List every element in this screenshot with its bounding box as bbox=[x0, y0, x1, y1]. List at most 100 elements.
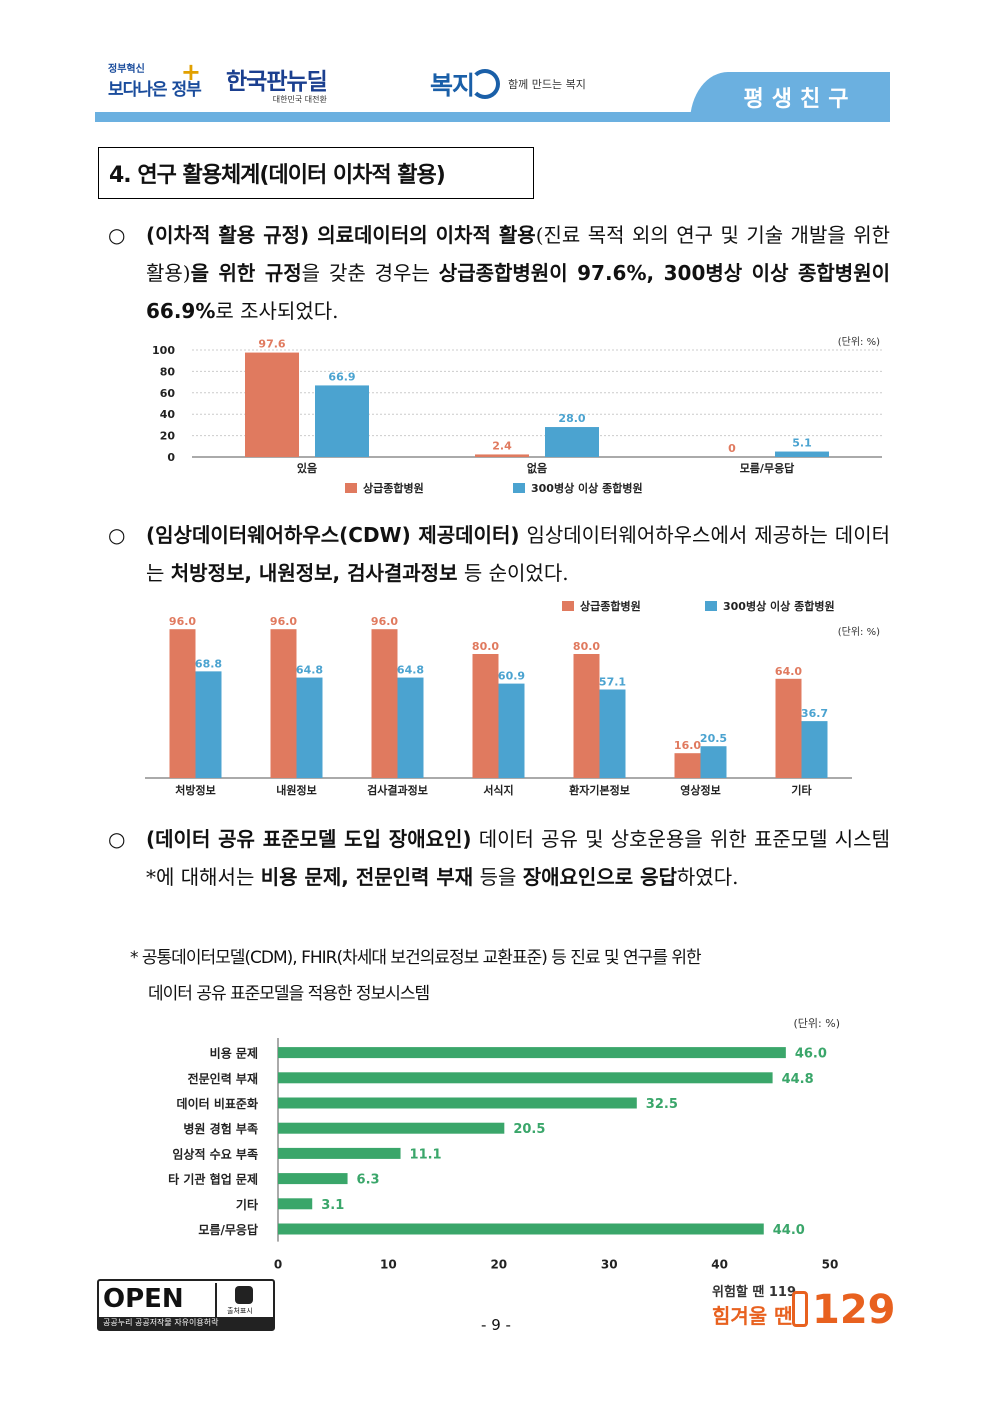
chart3-category-label: 병원 경험 부족 bbox=[183, 1121, 258, 1136]
chart3-value-label: 44.0 bbox=[773, 1223, 805, 1238]
chart3-x-tick: 50 bbox=[822, 1258, 839, 1272]
swoosh-icon bbox=[470, 69, 500, 99]
footnote-line-1: * 공통데이터모델(CDM), FHIR(차세대 보건의료정보 교환표준) 등 … bbox=[130, 940, 900, 976]
chart2-value-label: 80.0 bbox=[472, 640, 499, 653]
chart3-bar bbox=[278, 1224, 764, 1235]
chart3-value-label: 46.0 bbox=[795, 1047, 827, 1062]
chart1-category-label: 모름/무응답 bbox=[740, 461, 795, 475]
phone-icon bbox=[792, 1291, 808, 1327]
chart2-value-label: 96.0 bbox=[371, 615, 398, 628]
chart2-bar bbox=[196, 671, 222, 778]
open-text: OPEN bbox=[103, 1284, 184, 1314]
chart2-bar bbox=[170, 629, 196, 778]
chart1-legend-swatch bbox=[513, 483, 525, 493]
bokji-logo-name: 복지 bbox=[430, 66, 474, 102]
chart2-legend-swatch bbox=[562, 601, 574, 611]
chart2-value-label: 36.7 bbox=[801, 707, 828, 720]
chart2-bar bbox=[600, 689, 626, 778]
para3-bold-2: 비용 문제, 전문인력 부재 bbox=[261, 865, 474, 889]
chart2-legend-label: 300병상 이상 종합병원 bbox=[723, 599, 835, 613]
chart1-bar bbox=[545, 427, 599, 457]
chart3-category-label: 임상적 수요 부족 bbox=[172, 1146, 258, 1161]
chart1-y-tick: 20 bbox=[160, 430, 176, 443]
hotline-line-2: 힘겨울 땐 bbox=[712, 1300, 796, 1329]
chart3-bar bbox=[278, 1123, 504, 1134]
chart3-value-label: 11.1 bbox=[410, 1147, 442, 1162]
para2-text-2: 등 순이었다. bbox=[458, 561, 569, 585]
chart2-bar bbox=[675, 753, 701, 778]
attribution-label: 출처표시 bbox=[227, 1306, 253, 1316]
chart3-category-label: 데이터 비표준화 bbox=[177, 1096, 258, 1111]
korean-new-deal-logo: 한국판뉴딜 대한민국 대전환 bbox=[226, 62, 327, 105]
chart1-value-label: 0 bbox=[728, 442, 736, 455]
footnote-line-2: 데이터 공유 표준모델을 적용한 정보시스템 bbox=[130, 976, 900, 1012]
paragraph-cdw-data: ○ (임상데이터웨어하우스(CDW) 제공데이터) 임상데이터웨어하우스에서 제… bbox=[108, 516, 890, 592]
para1-text-2: 을 갖춘 경우는 bbox=[302, 261, 439, 285]
hotline-number: 129 bbox=[812, 1287, 896, 1333]
chart1-category-label: 있음 bbox=[297, 462, 317, 475]
gov-innovation-logo: 정부혁신 보다나은 정부 + bbox=[108, 60, 203, 106]
chart-secondary-use-rules: 0 20 40 60 80 100 97.6 66.9 있음 2.4 28.0 없음 0 5.1 모름/무… bbox=[140, 332, 890, 502]
chart1-legend-label: 300병상 이상 종합병원 bbox=[531, 481, 643, 495]
chart2-category-label: 환자기본정보 bbox=[569, 783, 630, 797]
section-title: 4. 연구 활용체계(데이터 이차적 활용) bbox=[98, 147, 534, 199]
chart1-bar bbox=[315, 385, 369, 457]
chart1-value-label: 2.4 bbox=[492, 439, 512, 452]
knd-logo-big-text: 한국판뉴딜 bbox=[226, 62, 327, 96]
chart1-y-tick: 0 bbox=[167, 451, 175, 464]
chart3-bar bbox=[278, 1148, 401, 1159]
chart2-category-label: 처방정보 bbox=[175, 783, 215, 797]
chart3-value-label: 3.1 bbox=[321, 1198, 344, 1213]
chart3-bar bbox=[278, 1047, 786, 1058]
para2-bold-2: 처방정보, 내원정보, 검사결과정보 bbox=[171, 561, 458, 585]
para1-bold-2: 을 위한 규정 bbox=[191, 261, 302, 285]
chart3-x-tick: 10 bbox=[380, 1258, 397, 1272]
bokji-logo-slogan: 함께 만드는 복지 bbox=[508, 76, 586, 92]
chart2-category-label: 검사결과정보 bbox=[367, 783, 428, 797]
chart1-unit-label: (단위: %) bbox=[838, 335, 880, 348]
chart1-legend-label: 상급종합병원 bbox=[363, 481, 424, 495]
chart2-value-label: 68.8 bbox=[195, 657, 222, 670]
chart1-y-tick: 80 bbox=[160, 365, 176, 378]
para2-bold-1: (임상데이터웨어하우스(CDW) 제공데이터) bbox=[146, 523, 519, 547]
chart2-unit-label: (단위: %) bbox=[838, 625, 880, 638]
para3-bold-1: (데이터 공유 표준모델 도입 장애요인) bbox=[146, 827, 472, 851]
chart1-bar bbox=[475, 454, 529, 457]
chart2-category-label: 서식지 bbox=[483, 783, 513, 797]
person-icon bbox=[235, 1286, 253, 1304]
chart1-y-tick: 100 bbox=[152, 344, 175, 357]
paragraph-standard-model-barriers: ○ (데이터 공유 표준모델 도입 장애요인) 데이터 공유 및 상호운용을 위… bbox=[108, 820, 890, 896]
chart2-bar bbox=[398, 678, 424, 778]
chart3-bar bbox=[278, 1173, 348, 1184]
chart2-value-label: 64.8 bbox=[397, 664, 424, 677]
bullet-circle-icon: ○ bbox=[108, 216, 125, 254]
chart3-value-label: 44.8 bbox=[782, 1072, 814, 1087]
chart-cdw-data: 상급종합병원 300병상 이상 종합병원 (단위: %) 96.0 68.8 처방정보… bbox=[140, 595, 890, 805]
chart2-bar bbox=[372, 629, 398, 778]
chart1-legend-swatch bbox=[345, 483, 357, 493]
bullet-circle-icon: ○ bbox=[108, 516, 125, 554]
chart3-x-tick: 40 bbox=[711, 1258, 728, 1272]
chart3-x-tick: 0 bbox=[274, 1258, 282, 1272]
chart3-value-label: 32.5 bbox=[646, 1097, 678, 1112]
chart2-legend-label: 상급종합병원 bbox=[580, 599, 641, 613]
chart3-unit-label: (단위: %) bbox=[794, 1017, 840, 1030]
chart2-value-label: 20.5 bbox=[700, 732, 727, 745]
bullet-circle-icon: ○ bbox=[108, 820, 125, 858]
chart2-value-label: 80.0 bbox=[573, 640, 600, 653]
chart3-bar bbox=[278, 1072, 773, 1083]
chart3-category-label: 전문인력 부재 bbox=[188, 1071, 258, 1086]
attribution-icon: 출처표시 bbox=[215, 1283, 269, 1317]
chart2-value-label: 64.0 bbox=[775, 665, 802, 678]
chart1-bar bbox=[245, 353, 299, 457]
header-tab: 평생친구 bbox=[690, 72, 890, 122]
para3-text-2: 등을 bbox=[473, 865, 523, 889]
chart2-bar bbox=[574, 654, 600, 778]
chart3-bar bbox=[278, 1098, 637, 1109]
para3-bold-3: 장애요인으로 응답 bbox=[523, 865, 677, 889]
chart2-bar bbox=[776, 679, 802, 778]
plus-icon: + bbox=[181, 58, 201, 86]
chart2-bar bbox=[701, 746, 727, 778]
hotline-line-1: 위험할 땐 119 bbox=[712, 1281, 796, 1300]
chart1-value-label: 28.0 bbox=[558, 412, 585, 425]
